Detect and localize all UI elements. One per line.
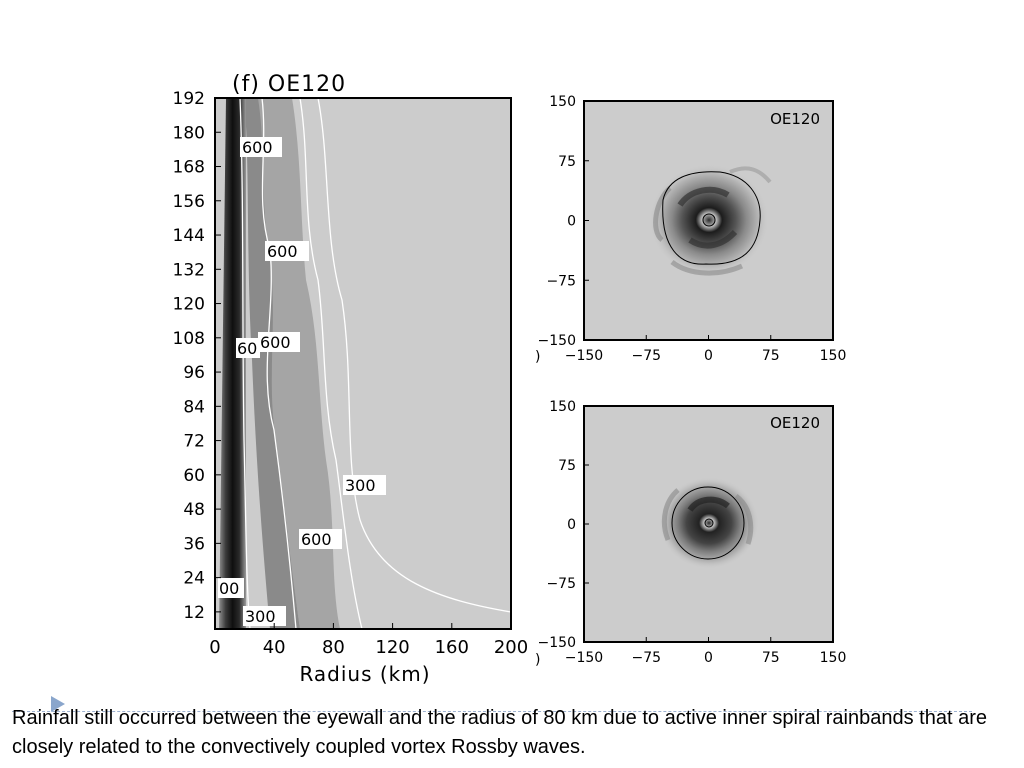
contour-600 [261,97,297,630]
x-tick-label: −75 [631,348,661,364]
contour-label: 60 [237,339,257,358]
snapshot-label: OE120 [770,414,820,432]
caption-divider [12,711,972,712]
contour-label: 600 [242,138,273,157]
contour-label-box [258,332,300,352]
x-tick-label: 0 [704,348,713,364]
contour-label-box [243,606,286,626]
x-tick-label: 200 [494,637,528,658]
eyewall-contour [671,486,745,560]
x-tick-label: 0 [704,650,713,666]
contour-label-box [236,338,260,358]
x-tick-label: 75 [762,348,780,364]
x-tick-label: 150 [820,650,847,666]
eyewall-contour [662,171,761,265]
contour-label-box [343,475,386,495]
y-tick-label: −150 [538,333,576,349]
contour-inner [239,97,251,630]
snapshot-label: OE120 [770,110,820,128]
y-tick-label: −75 [546,273,576,289]
y-tick-label: 120 [173,295,205,315]
y-tick-label: −75 [546,576,576,592]
y-tick-label: 12 [183,603,205,623]
snapshot-panel-bottom: OE120 −150 −75 0 75 150 −150 −75 0 75 150 ) [535,399,846,668]
hovmoller-panel: (f) OE120 600 600 60 600 300 600 [173,72,529,686]
y-tick-label: 180 [173,123,205,143]
x-tick-label: 40 [263,637,286,658]
x-axis: −150 −75 0 75 150 [565,637,847,666]
contour-labels: 600 600 60 600 300 600 00 300 [218,137,386,626]
x-axis: 0 40 80 120 160 200 [209,623,528,658]
y-tick-label: 156 [173,192,205,212]
contour-label-box [218,578,244,598]
contour-label-box [299,529,342,549]
y-tick-label: 24 [183,569,205,589]
contour-label: 600 [301,530,332,549]
y-tick-label: 96 [183,363,205,383]
x-tick-label: 0 [209,637,220,658]
contour-300-mid [299,97,363,630]
x-tick-label: 150 [820,348,847,364]
clipped-tick-label: ) [535,652,540,668]
inner-rain-shading [244,98,300,629]
x-tick-label: −150 [565,650,603,666]
y-tick-label: 75 [558,458,576,474]
x-axis-label: Radius (km) [299,662,430,686]
y-tick-label: 36 [183,534,205,554]
y-tick-label: 84 [183,397,205,417]
plot-frame [214,97,512,630]
y-axis: 12 24 36 48 60 72 84 96 108 120 132 144 156 168 180 192 [173,89,221,623]
contour-300-outer [317,97,512,613]
y-tick-label: 168 [173,158,205,178]
y-tick-label: 72 [183,432,205,452]
y-tick-label: 48 [183,500,205,520]
contour-label: 300 [245,607,276,626]
contour-label-box [265,241,309,261]
y-axis: −150 −75 0 75 150 [538,399,589,651]
y-tick-label: 108 [173,329,205,349]
contour-label: 300 [345,476,376,495]
hovmoller-title: (f) OE120 [232,72,346,97]
clipped-tick-label: ) [535,349,540,365]
y-tick-label: 150 [549,399,576,415]
x-tick-label: 80 [322,637,345,658]
x-axis: −150 −75 0 75 150 [565,335,847,364]
storm-rain-field [659,477,759,569]
slide-bullet-icon [51,696,65,712]
y-axis: −150 −75 0 75 150 [538,94,589,349]
y-tick-label: 150 [549,94,576,110]
y-tick-label: 132 [173,260,205,280]
y-tick-label: 60 [183,466,205,486]
slide-caption: Rainfall still occurred between the eyew… [12,707,987,758]
eyewall-band [219,98,246,629]
x-tick-label: 75 [762,650,780,666]
x-tick-label: 160 [435,637,469,658]
contour-label: 00 [219,579,239,598]
x-tick-label: −75 [631,650,661,666]
y-tick-label: 144 [173,226,205,246]
x-tick-label: −150 [565,348,603,364]
eye-contour [702,213,716,227]
x-tick-label: 120 [375,637,409,658]
contour-label-box [240,137,282,157]
contour-label: 600 [260,333,291,352]
y-tick-label: 0 [567,214,576,230]
snapshot-panel-top: OE120 −150 −75 0 75 150 −150 −75 0 75 150 ) [535,94,846,365]
rainfall-band-shading [247,98,340,629]
y-tick-label: 192 [173,89,205,109]
contour-label: 600 [267,242,298,261]
y-tick-label: 0 [567,517,576,533]
contour-lines [239,97,512,630]
y-tick-label: 75 [558,154,576,170]
storm-rain-field [649,164,772,276]
y-tick-label: −150 [538,635,576,651]
eye-contour [704,518,714,528]
